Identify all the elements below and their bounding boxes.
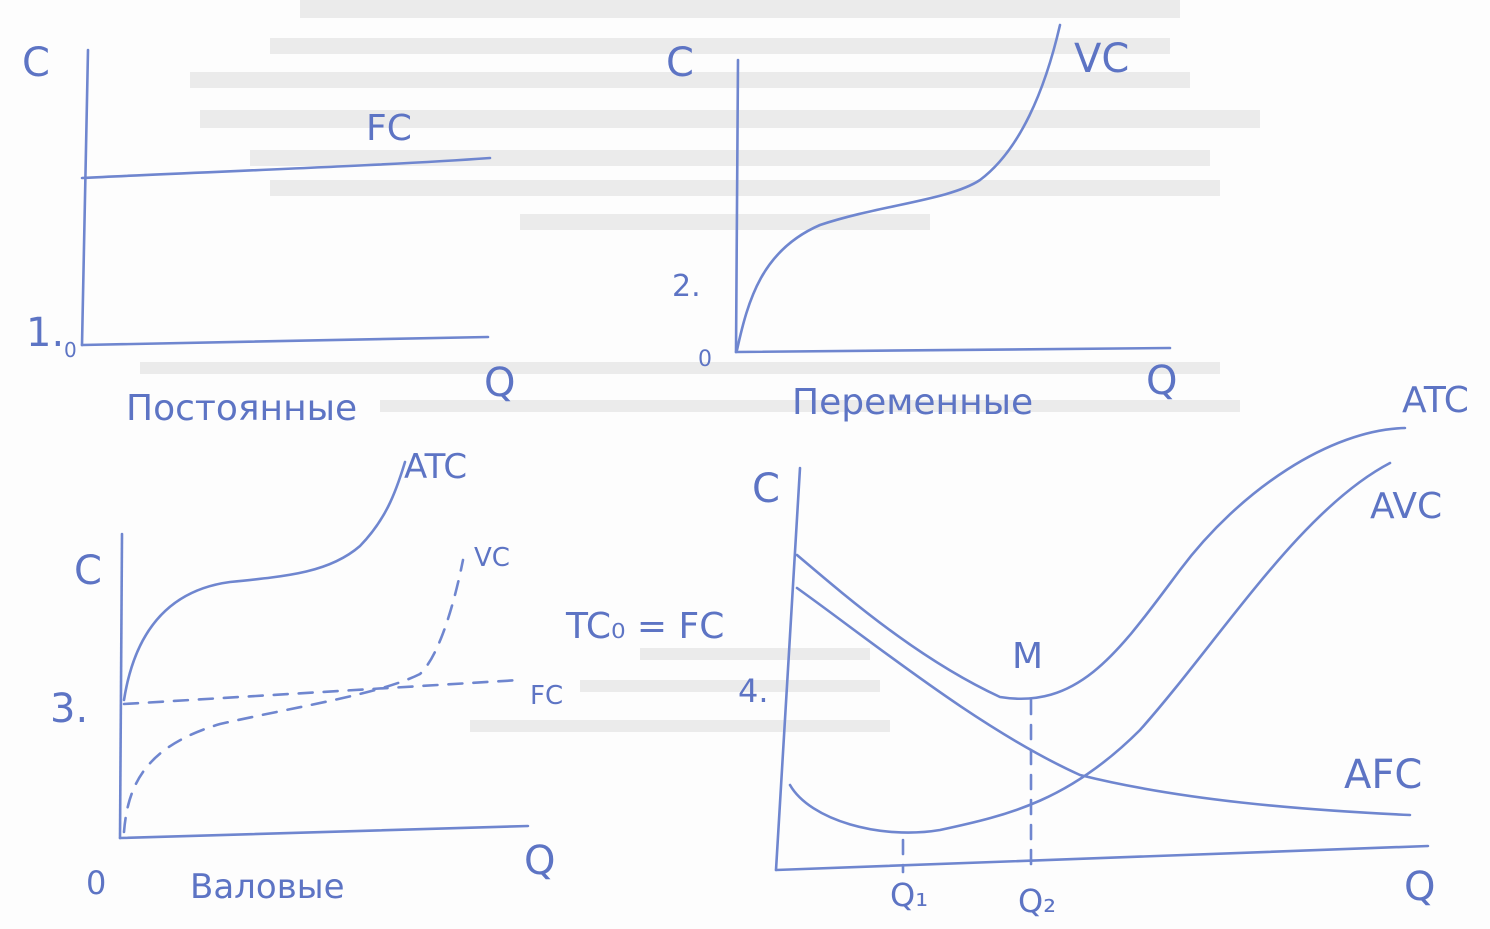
fc-curve — [80, 156, 492, 180]
panel4-x-axis — [774, 844, 1430, 872]
afc-curve — [795, 586, 1412, 817]
fc-dashed-line — [122, 678, 522, 706]
panel3-curve-label-vc: VC — [474, 543, 510, 573]
panel2-origin-label: 0 — [698, 347, 712, 372]
panel3-note: TC₀ = FC — [565, 606, 724, 647]
panel2-caption: Переменные — [792, 382, 1033, 423]
panel-total-costs: C Q 0 3. ATC VC FC TC₀ = FC Валовые — [50, 447, 724, 907]
panel1-origin-label: 0 — [64, 338, 77, 362]
bleed-through-text — [140, 0, 1260, 732]
panel3-curve-label-atc: ATC — [404, 447, 467, 487]
panel3-x-axis — [118, 824, 530, 840]
panel-fixed-costs: C Q 0 1. FC Постоянные — [22, 40, 515, 429]
panel4-number: 4. — [738, 672, 769, 710]
panel2-x-axis — [734, 346, 1172, 354]
panel3-number: 3. — [50, 686, 88, 732]
q2-tick-label: Q₂ — [1018, 882, 1056, 920]
vc-dashed-curve — [122, 558, 465, 834]
panel4-y-label: C — [752, 466, 780, 512]
panel2-y-label: C — [666, 40, 694, 86]
panel1-number: 1. — [26, 310, 64, 356]
panel4-y-axis — [774, 466, 802, 872]
panel4-curve-label-afc: AFC — [1344, 752, 1422, 798]
panel3-origin-label: 0 — [86, 864, 106, 902]
panel4-x-label: Q — [1404, 864, 1435, 910]
panel4-curve-label-avc: AVC — [1370, 486, 1442, 527]
panel4-curve-label-atc: ATC — [1402, 380, 1469, 421]
panel3-y-label: C — [74, 548, 102, 594]
panel2-number: 2. — [672, 269, 701, 304]
q1-tick-label: Q₁ — [890, 876, 928, 914]
panel-variable-costs: C Q 0 2. VC Переменные — [666, 23, 1177, 423]
panel2-x-label: Q — [1146, 358, 1177, 404]
panel3-curve-label-fc: FC — [530, 681, 563, 711]
panel2-y-axis — [734, 58, 740, 354]
panel1-curve-label-fc: FC — [366, 108, 412, 149]
atc-curve — [795, 426, 1407, 700]
vc-curve — [735, 23, 1062, 352]
avc-curve — [788, 461, 1392, 834]
panel1-y-axis — [80, 48, 90, 347]
panel1-caption: Постоянные — [126, 388, 357, 429]
panel1-x-axis — [80, 335, 490, 347]
panel-average-costs: C Q 4. ATC AVC AFC M Q₁ Q₂ — [738, 380, 1469, 920]
panel1-y-label: C — [22, 40, 50, 86]
panel3-x-label: Q — [524, 838, 555, 884]
panel1-x-label: Q — [484, 360, 515, 406]
panel3-caption: Валовые — [190, 867, 345, 907]
panel3-y-axis — [118, 532, 124, 840]
point-m-label: M — [1012, 636, 1043, 677]
tc-curve — [122, 460, 407, 702]
panel2-curve-label-vc: VC — [1074, 36, 1129, 82]
